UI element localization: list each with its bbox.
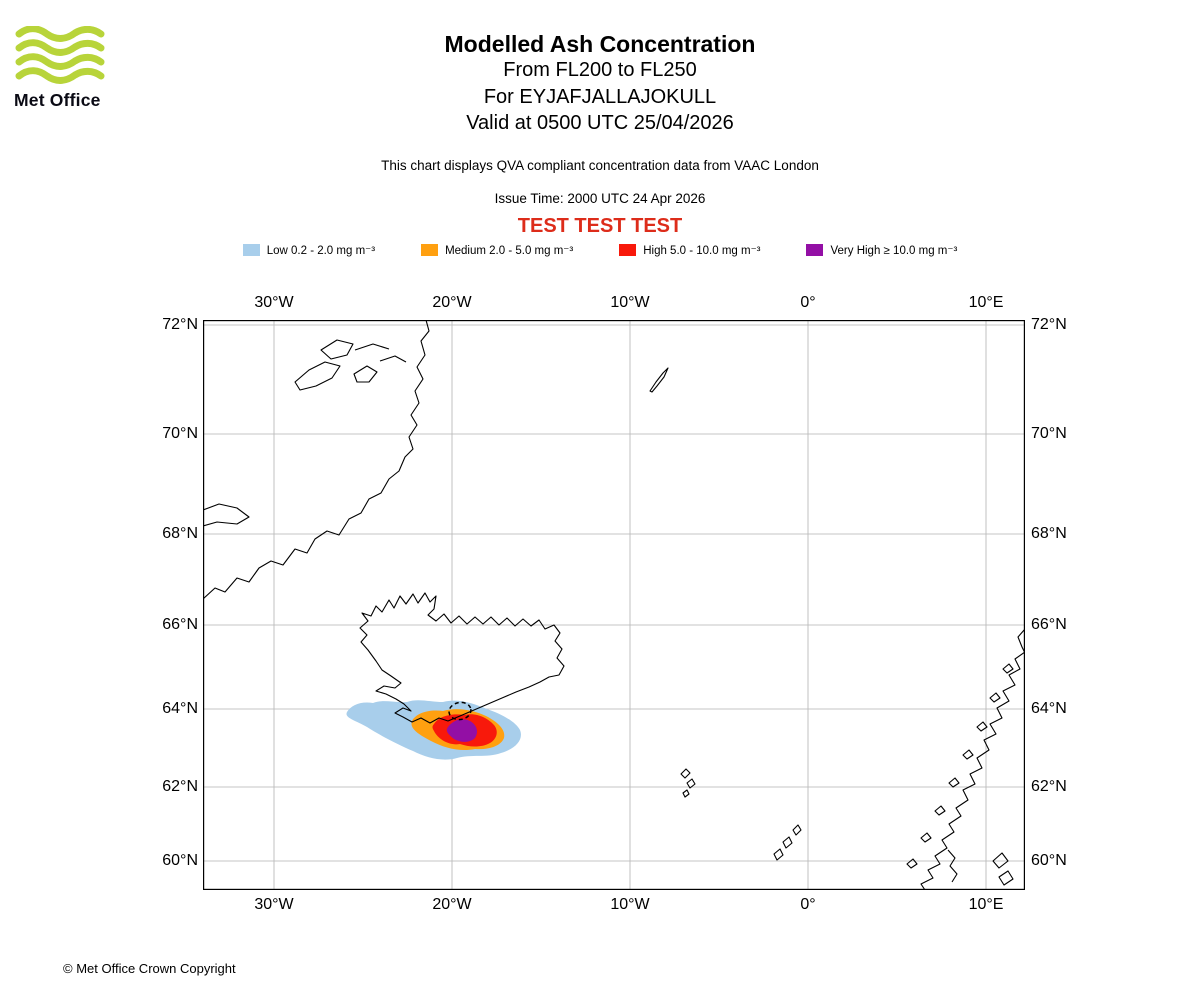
y-tick-label-right: 68°N <box>1031 525 1067 542</box>
logo-waves-icon <box>15 25 105 84</box>
gridlines <box>203 320 1025 890</box>
y-tick-label-left: 62°N <box>162 778 198 795</box>
met-office-logo: Met Office <box>14 25 134 111</box>
page-title: Modelled Ash Concentration <box>444 31 756 57</box>
y-tick-label-left: 70°N <box>162 425 198 442</box>
shetland-islands <box>773 824 802 861</box>
subtitle-valid-time: Valid at 0500 UTC 25/04/2026 <box>466 112 734 134</box>
x-tick-label-bottom: 30°W <box>254 896 294 913</box>
map-border <box>203 320 1025 890</box>
x-tick-label-top: 10°W <box>610 294 650 311</box>
ash-very-high-contour <box>446 719 478 742</box>
y-tick-label-left: 60°N <box>162 852 198 869</box>
y-tick-label-right: 72°N <box>1031 316 1067 333</box>
issue-time: Issue Time: 2000 UTC 24 Apr 2026 <box>494 191 706 206</box>
subtitle-volcano: For EYJAFJALLAJOKULL <box>483 85 717 108</box>
y-tick-label-right: 60°N <box>1031 852 1067 869</box>
greenland-fjord-lines <box>354 343 407 363</box>
legend-label-low: Low 0.2 - 2.0 mg m⁻³ <box>266 245 376 257</box>
logo-text: Met Office <box>14 90 101 110</box>
greenland-peninsula <box>203 503 250 527</box>
jan-mayen-island <box>649 367 669 393</box>
x-tick-label-bottom: 20°W <box>432 896 472 913</box>
legend-label-high: High 5.0 - 10.0 mg m⁻³ <box>643 245 761 257</box>
y-tick-label-right: 66°N <box>1031 616 1067 633</box>
legend-swatch-high-icon <box>619 244 637 256</box>
ash-plume <box>346 700 521 760</box>
legend-swatch-medium-icon <box>421 244 439 256</box>
y-tick-label-left: 68°N <box>162 525 198 542</box>
legend-item-very-high: Very High ≥ 10.0 mg m⁻³ <box>806 243 957 257</box>
qva-description: This chart displays QVA compliant concen… <box>381 158 819 173</box>
greenland-islands <box>294 339 378 391</box>
title-block: Modelled Ash Concentration From FL200 to… <box>0 31 1200 137</box>
subtitle-flight-levels: From FL200 to FL250 <box>503 59 697 81</box>
y-tick-label-left: 72°N <box>162 316 198 333</box>
y-tick-label-right: 64°N <box>1031 700 1067 717</box>
x-tick-label-top: 30°W <box>254 294 294 311</box>
legend-swatch-very-high-icon <box>806 244 824 256</box>
y-tick-label-left: 64°N <box>162 700 198 717</box>
x-tick-label-bottom: 10°W <box>610 896 650 913</box>
legend-label-very-high: Very High ≥ 10.0 mg m⁻³ <box>830 245 958 257</box>
x-tick-label-top: 20°W <box>432 294 472 311</box>
legend-label-medium: Medium 2.0 - 5.0 mg m⁻³ <box>445 245 574 257</box>
x-tick-label-top: 0° <box>800 294 816 311</box>
greenland-coastline <box>203 320 430 600</box>
copyright-notice: © Met Office Crown Copyright <box>63 961 236 976</box>
norway-fjord-line <box>947 849 958 883</box>
legend-item-high: High 5.0 - 10.0 mg m⁻³ <box>619 243 760 257</box>
x-tick-label-bottom: 10°E <box>968 896 1004 913</box>
test-banner: TEST TEST TEST <box>517 215 683 237</box>
norway-coastline <box>920 651 1025 890</box>
iceland-coastline <box>359 592 565 724</box>
y-tick-label-right: 70°N <box>1031 425 1067 442</box>
faroe-islands <box>680 768 696 798</box>
legend-swatch-low-icon <box>242 244 260 256</box>
y-tick-label-right: 62°N <box>1031 778 1067 795</box>
legend-item-low: Low 0.2 - 2.0 mg m⁻³ <box>242 243 376 257</box>
legend: Low 0.2 - 2.0 mg m⁻³ Medium 2.0 - 5.0 mg… <box>0 243 1200 257</box>
norway-offshore-islands <box>906 663 1014 886</box>
norway-edge-sliver <box>1017 628 1025 654</box>
coastlines <box>203 320 1025 890</box>
legend-item-medium: Medium 2.0 - 5.0 mg m⁻³ <box>421 243 573 257</box>
y-tick-label-left: 66°N <box>162 616 198 633</box>
ash-concentration-map <box>203 320 1025 890</box>
x-tick-label-bottom: 0° <box>800 896 816 913</box>
x-tick-label-top: 10°E <box>968 294 1004 311</box>
